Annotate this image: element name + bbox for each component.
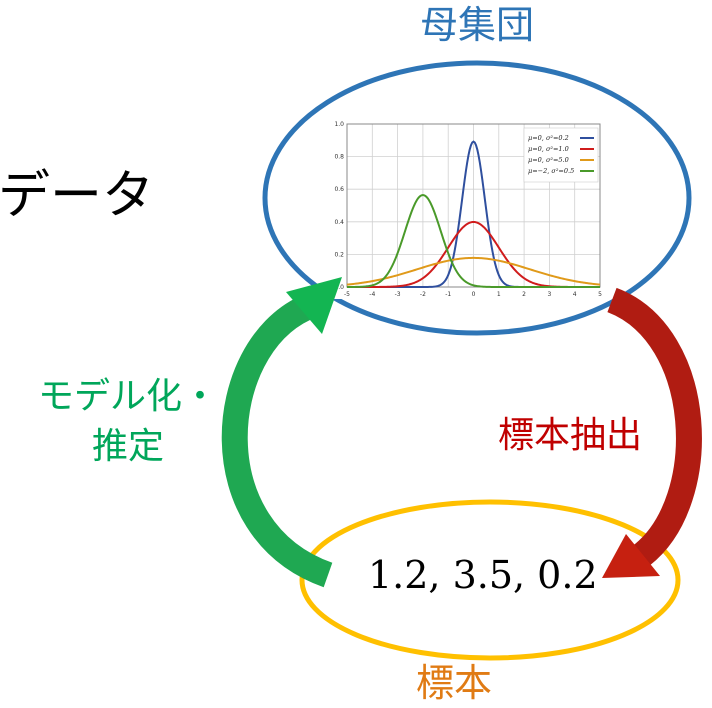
sampling-label: 標本抽出 xyxy=(498,415,643,456)
data-label: データ xyxy=(0,166,155,226)
plot-frame xyxy=(346,123,601,288)
y-tick-label: 0.8 xyxy=(334,154,344,161)
y-tick-label: 0.4 xyxy=(334,219,344,226)
chart-curves xyxy=(346,140,601,288)
sampling-arrow-head xyxy=(602,534,660,578)
legend-entry-label: μ=0, σ²=1.0 xyxy=(528,145,569,153)
series-line xyxy=(346,256,601,286)
x-tick-label: -2 xyxy=(420,291,426,298)
y-tick-label: 1.0 xyxy=(334,121,344,128)
x-tick-label: -4 xyxy=(369,291,375,298)
sampling-arrow xyxy=(602,287,702,578)
population-ellipse xyxy=(262,60,692,336)
model-estimate-label: モデル化・推定 xyxy=(37,376,218,467)
x-tick-label: -1 xyxy=(445,291,451,298)
series-line xyxy=(346,194,600,288)
x-tick-label: 3 xyxy=(547,291,551,298)
x-tick-label: 2 xyxy=(522,291,526,298)
x-tick-label: -5 xyxy=(344,291,350,298)
x-tick-label: 0 xyxy=(472,291,476,298)
sample-ellipse xyxy=(299,499,681,661)
population-label: 母集団 xyxy=(419,3,534,47)
chart-legend: μ=0, σ²=0.2 μ=0, σ²=1.0 μ=0, σ²=5.0 μ=−2, σ… xyxy=(523,127,599,183)
sample-values: 1.2, 3.5, 0.2 xyxy=(368,553,598,597)
chart-y-ticks: 0.0 0.2 0.4 0.6 0.8 1.0 xyxy=(334,121,344,291)
y-tick-label: 0.2 xyxy=(334,251,344,258)
y-tick-label: 0.0 xyxy=(334,284,344,291)
normal-distribution-chart: -5 -4 -3 -2 -1 0 1 2 3 4 5 0.0 0.2 0.4 0.6 0.8 1.0 μ=0,… xyxy=(322,113,608,299)
legend-entry-label: μ=0, σ²=0.2 xyxy=(528,134,569,142)
sample-label: 標本 xyxy=(416,661,493,705)
x-tick-label: -3 xyxy=(395,291,401,298)
chart-x-ticks: -5 -4 -3 -2 -1 0 1 2 3 4 5 xyxy=(344,291,602,298)
x-tick-label: 5 xyxy=(598,291,602,298)
x-tick-label: 1 xyxy=(497,291,501,298)
legend-entry-label: μ=−2, σ²=0.5 xyxy=(528,167,574,175)
legend-entry-label: μ=0, σ²=5.0 xyxy=(528,156,569,164)
y-tick-label: 0.6 xyxy=(334,186,344,193)
x-tick-label: 4 xyxy=(573,291,577,298)
model-estimate-arrow xyxy=(221,277,342,588)
model-arrow-head xyxy=(286,277,342,334)
